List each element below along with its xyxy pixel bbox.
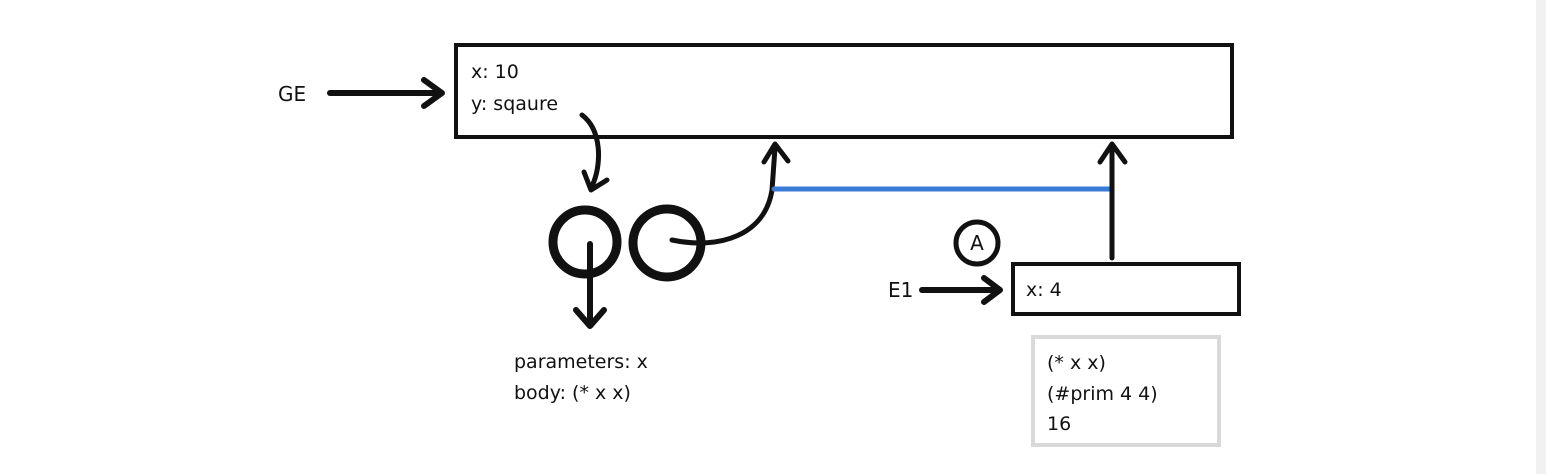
global-env-label: GE <box>278 82 306 106</box>
procedure-code-arrow <box>573 241 607 329</box>
binding-to-procedure-arrow <box>579 112 610 193</box>
e1-label: E1 <box>888 278 913 302</box>
e1-parent-arrow <box>1097 141 1128 261</box>
evaluation-step-1: (* x x) <box>1047 352 1106 374</box>
global-binding-y: y: sqaure <box>471 93 558 115</box>
evaluation-step-2: (#prim 4 4) <box>1047 383 1158 405</box>
evaluation-step-3: 16 <box>1047 413 1071 435</box>
procedure-code-bubble <box>548 205 622 279</box>
procedure-env-arrow <box>669 141 791 246</box>
marker-a: A <box>953 219 1001 267</box>
procedure-parameters: parameters: x <box>514 351 648 373</box>
global-env-pointer-arrow <box>327 77 445 109</box>
e1-binding-x: x: 4 <box>1026 279 1062 301</box>
marker-a-label: A <box>970 231 984 255</box>
procedure-object <box>548 204 706 282</box>
e1-pointer-arrow <box>919 275 1003 305</box>
global-binding-x: x: 10 <box>471 61 519 83</box>
global-frame: x: 10 y: sqaure <box>454 43 1234 139</box>
procedure-body: body: (* x x) <box>514 382 631 404</box>
evaluation-box: (* x x) (#prim 4 4) 16 <box>1031 335 1221 447</box>
scrollbar-track[interactable] <box>1536 0 1546 474</box>
e1-frame: x: 4 <box>1011 262 1241 316</box>
